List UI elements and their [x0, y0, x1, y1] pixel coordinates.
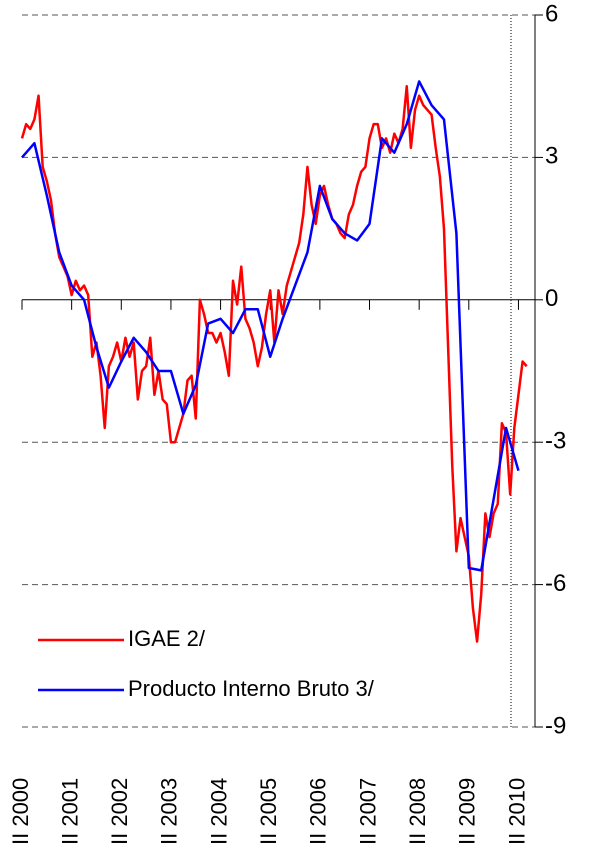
- x-tick-label: II 2001: [57, 778, 82, 845]
- x-tick-label: II 2002: [107, 778, 132, 845]
- y-tick-label: 3: [545, 143, 558, 170]
- x-tick-label: II 2004: [206, 778, 231, 845]
- series-line: [21, 80, 520, 572]
- x-tick-label: II 2003: [157, 778, 182, 845]
- y-tick-label: -3: [545, 428, 566, 455]
- x-tick-label: II 2000: [8, 778, 33, 845]
- x-tick-label: II 2008: [405, 778, 430, 845]
- y-tick-label: -6: [545, 570, 566, 597]
- x-tick-label: II 2006: [306, 778, 331, 845]
- x-tick-label: II 2009: [455, 778, 480, 845]
- x-tick-label: II 2007: [355, 778, 380, 845]
- y-tick-label: 6: [545, 0, 558, 27]
- series-line: [20, 84, 528, 643]
- y-tick-label: -9: [545, 712, 566, 739]
- legend-label: IGAE 2/: [128, 626, 206, 651]
- y-tick-label: 0: [545, 285, 558, 312]
- x-tick-label: II 2005: [256, 778, 281, 845]
- x-tick-label: II 2010: [504, 778, 529, 845]
- legend-label: Producto Interno Bruto 3/: [128, 676, 375, 701]
